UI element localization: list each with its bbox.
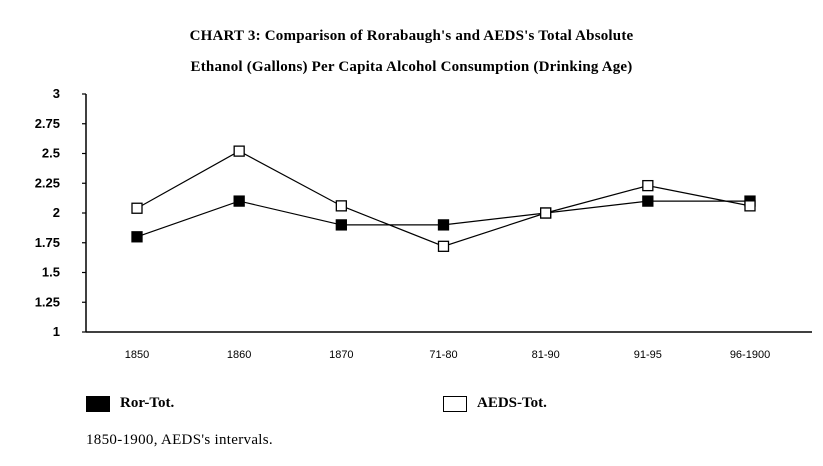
filled-square-icon (86, 395, 110, 412)
aeds-point (335, 200, 347, 212)
x-tick-label: 1870 (329, 349, 353, 361)
chart-subtitle: Ethanol (Gallons) Per Capita Alcohol Con… (190, 59, 633, 75)
x-tick-label: 96-1900 (730, 349, 770, 361)
y-tick-label: 1.75 (35, 235, 60, 250)
x-axis-ticks: 1850 1860 1870 71-80 81-90 91-95 96-1900 (125, 349, 770, 361)
ror-point (335, 219, 347, 231)
series-line-ror (136, 200, 750, 238)
legend-label-aeds: AEDS-Tot. (477, 395, 547, 411)
open-square-icon (443, 395, 467, 412)
y-axis-ticks: 1 1.25 1.5 1.75 2 2.25 2.5 2.75 3 (35, 86, 86, 339)
aeds-point (437, 240, 450, 252)
aeds-point (744, 200, 756, 212)
chart-title: CHART 3: Comparison of Rorabaugh's and A… (189, 28, 634, 44)
x-tick-label: 1860 (227, 349, 251, 361)
y-tick-label: 2.5 (42, 146, 60, 161)
series-line-aeds (136, 150, 751, 247)
line-chart: 1 1.25 1.5 1.75 2 2.25 2.5 2.75 3 1850 1860 1870 71… (35, 86, 812, 361)
ror-point (233, 195, 245, 207)
footnote: 1850-1900, AEDS's intervals. (86, 432, 273, 448)
x-tick-label: 91-95 (634, 349, 662, 361)
ror-point (642, 195, 654, 207)
legend-item-aeds: AEDS-Tot. (443, 395, 547, 412)
legend-label-ror: Ror-Tot. (120, 395, 175, 411)
x-tick-label: 71-80 (429, 349, 457, 361)
y-tick-label: 2.75 (35, 116, 60, 131)
aeds-point (131, 202, 143, 214)
x-tick-label: 1850 (125, 349, 149, 361)
aeds-point (233, 145, 245, 157)
series-markers (131, 145, 756, 252)
y-tick-label: 1.5 (42, 265, 60, 280)
y-tick-label: 2.25 (35, 175, 60, 190)
y-tick-label: 3 (53, 86, 60, 101)
ror-point (131, 231, 143, 243)
y-tick-label: 1.25 (35, 294, 60, 309)
x-tick-label: 81-90 (532, 349, 560, 361)
ror-point (437, 219, 450, 231)
aeds-point (642, 179, 654, 192)
y-tick-label: 2 (53, 205, 60, 220)
series-lines (136, 150, 751, 247)
y-tick-label: 1 (53, 324, 60, 339)
legend-item-ror: Ror-Tot. (86, 395, 174, 412)
chart-axes (85, 94, 812, 333)
aeds-point (540, 207, 552, 219)
